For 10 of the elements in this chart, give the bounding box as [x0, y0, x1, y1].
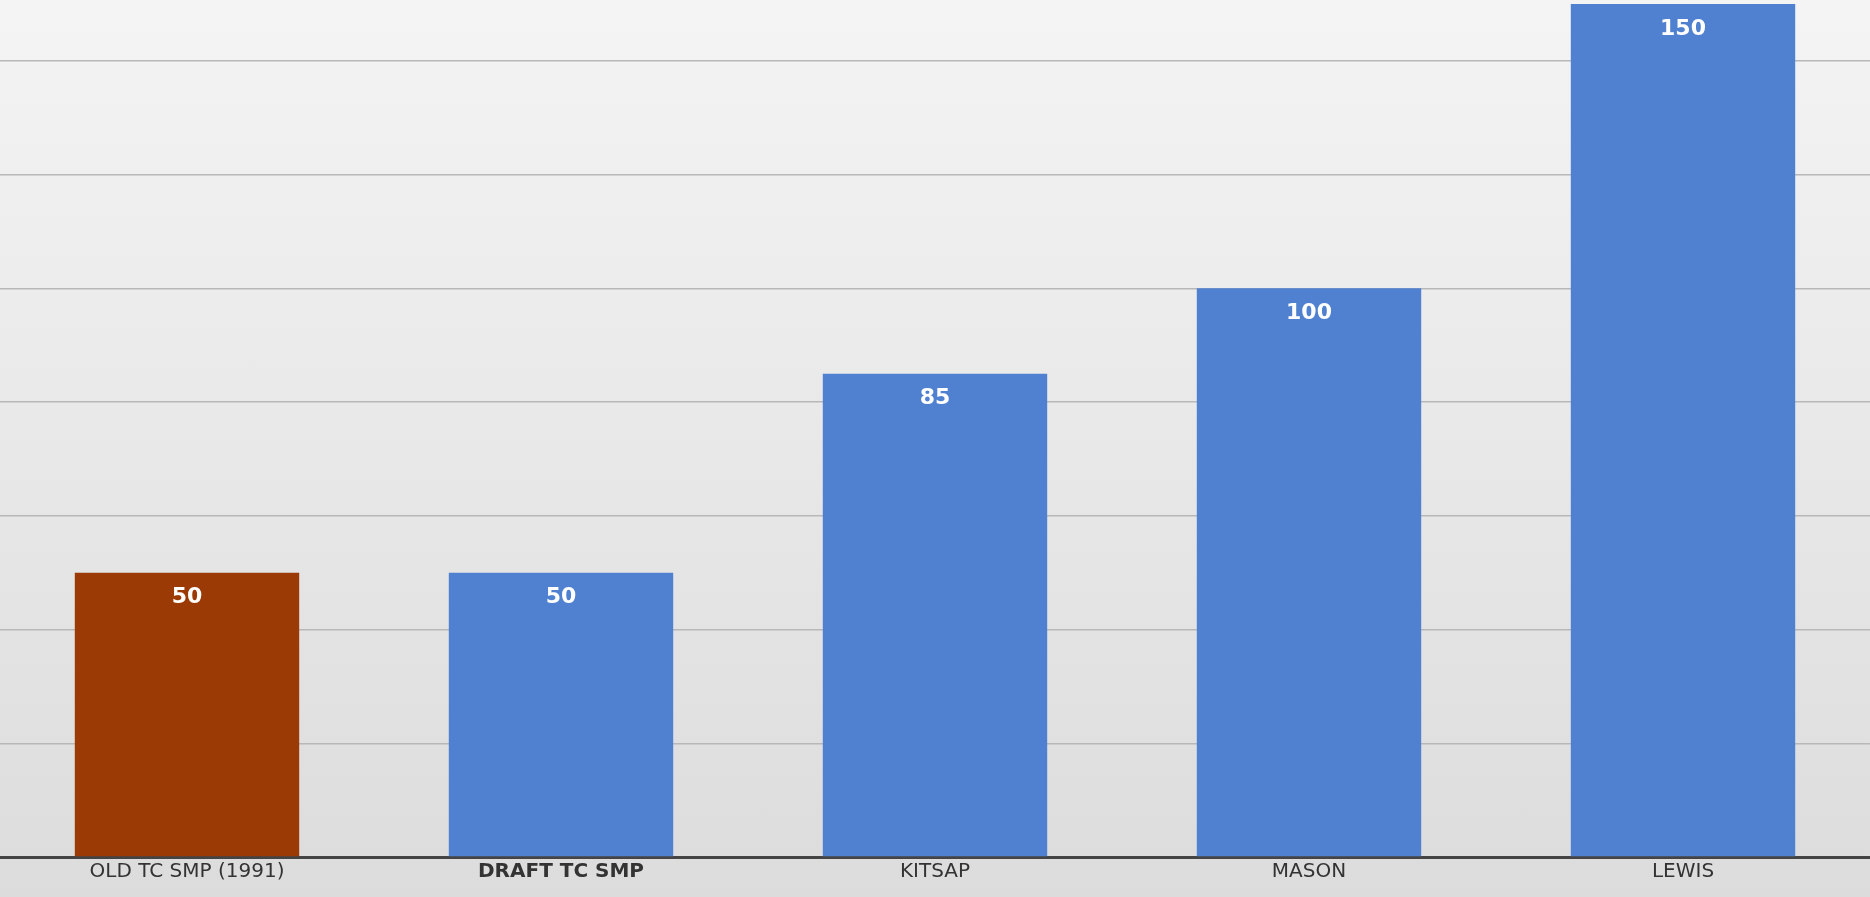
data-label: 50 — [545, 583, 577, 609]
data-label: 150 — [1660, 14, 1706, 40]
x-tick-label: LEWIS — [1651, 858, 1715, 883]
data-label: 50 — [171, 583, 203, 609]
x-tick-label: KITSAP — [899, 858, 971, 883]
x-tick-label: DRAFT TC SMP — [478, 858, 644, 883]
x-tick-label: OLD TC SMP (1991) — [89, 858, 285, 883]
data-label: 100 — [1286, 299, 1332, 325]
data-label: 85 — [919, 384, 951, 410]
x-tick-label: MASON — [1271, 858, 1347, 883]
